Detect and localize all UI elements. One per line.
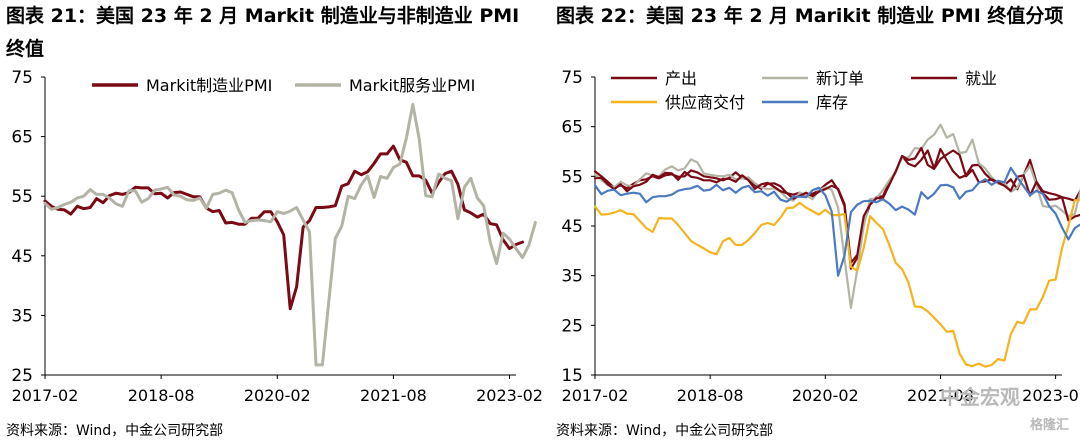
series-line xyxy=(593,146,1080,264)
x-tick-label: 2023-02 xyxy=(476,386,543,405)
x-tick-label: 2021-08 xyxy=(360,386,427,405)
y-tick-label: 45 xyxy=(11,247,33,267)
series-line xyxy=(43,144,524,311)
x-tick-label: 2020-02 xyxy=(792,386,859,405)
legend-label: Markit制造业PMI xyxy=(146,76,272,95)
y-tick-label: 55 xyxy=(561,167,583,187)
legend-label: Markit服务业PMI xyxy=(349,76,475,95)
legend-label: 新订单 xyxy=(816,69,864,88)
y-tick-label: 55 xyxy=(11,187,33,207)
legend-label: 产出 xyxy=(665,69,697,88)
x-tick-label: 2018-08 xyxy=(677,386,744,405)
x-tick-label: 2021-08 xyxy=(907,386,974,405)
y-tick-label: 15 xyxy=(561,366,583,386)
chart-subindices: 15 25 35 45 55 65 75 2017-02 2018-08 2020-02 2021-… xyxy=(561,68,1080,405)
series-line xyxy=(593,199,1080,368)
legend-label: 库存 xyxy=(816,93,848,112)
y-tick-label: 25 xyxy=(561,316,583,336)
series-line xyxy=(593,123,1080,309)
y-tick-label: 65 xyxy=(11,128,33,148)
x-tick-label: 2023-02 xyxy=(1022,386,1080,405)
x-tick-label: 2017-02 xyxy=(12,386,79,405)
watermark-site: 格隆汇 xyxy=(1030,418,1070,433)
y-tick-label: 75 xyxy=(561,68,583,88)
legend-label: 供应商交付 xyxy=(665,93,745,112)
x-tick-label: 2018-08 xyxy=(128,386,195,405)
chart-pmi: 25 35 45 55 65 75 2017-02 2018-08 2020-02 2021-08… xyxy=(11,68,543,405)
y-tick-label: 65 xyxy=(561,118,583,138)
legend-label: 就业 xyxy=(965,69,997,88)
y-tick-label: 75 xyxy=(11,68,33,88)
source-note-left: 资料来源：Wind，中金公司研究部 xyxy=(6,423,224,439)
y-tick-label: 45 xyxy=(561,217,583,237)
x-tick-label: 2020-02 xyxy=(244,386,311,405)
y-tick-label: 25 xyxy=(11,366,33,386)
watermark-brand: 中金宏观 xyxy=(940,385,1020,409)
chart-title-subindices: 图表 22：美国 23 年 2 月 Marikit 制造业 PMI 终值分项 xyxy=(556,5,1064,27)
source-note-right: 资料来源：Wind，中金公司研究部 xyxy=(556,423,774,439)
chart-title-pmi: 图表 21：美国 23 年 2 月 Markit 制造业与非制造业 PMI 终值 xyxy=(6,5,520,60)
y-tick-label: 35 xyxy=(11,306,33,326)
series-line xyxy=(43,102,537,367)
y-tick-label: 35 xyxy=(561,267,583,287)
x-tick-label: 2017-02 xyxy=(562,386,629,405)
series-line xyxy=(593,166,1080,277)
